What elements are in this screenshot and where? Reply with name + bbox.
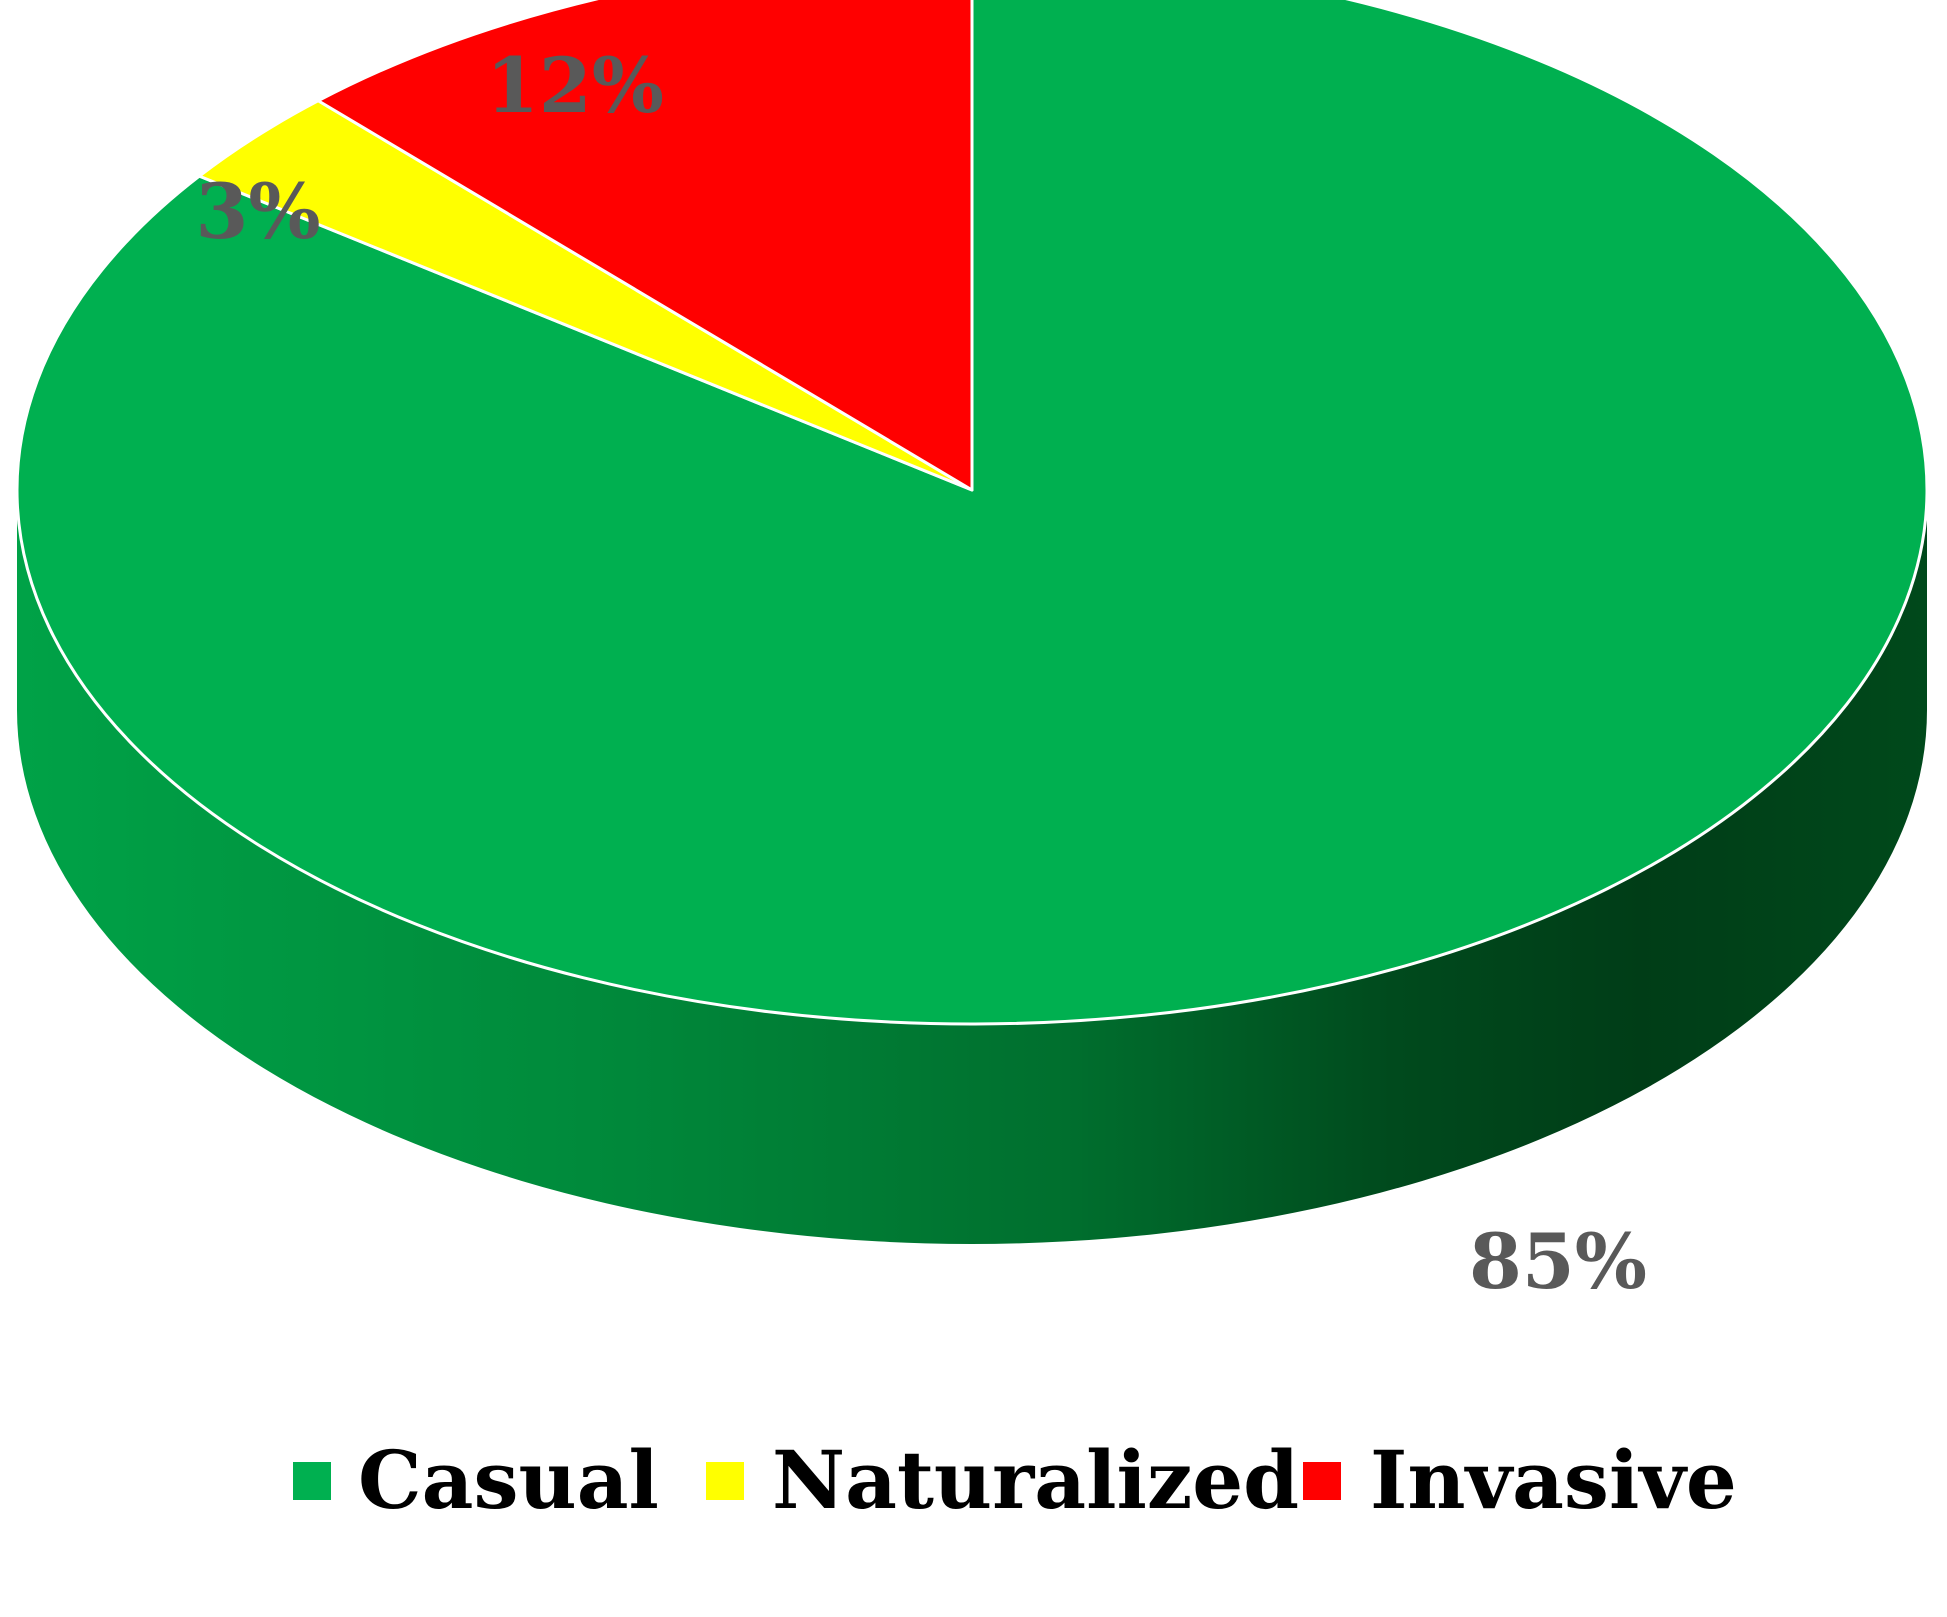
- legend-swatch-invasive: [1303, 1462, 1341, 1500]
- slice-label-invasive: 12%: [486, 41, 664, 130]
- pie-side: [17, 490, 1927, 1244]
- legend: Casual Naturalized Invasive: [293, 1433, 1737, 1527]
- pie-top: [15, 0, 1929, 1026]
- legend-item-invasive: Invasive: [1303, 1433, 1737, 1527]
- data-labels: 85% 3% 12%: [195, 41, 1647, 1306]
- slice-label-casual: 85%: [1469, 1217, 1647, 1306]
- slice-casual: [15, 0, 1929, 1026]
- slice-invasive: [316, 0, 974, 492]
- legend-item-casual: Casual: [293, 1433, 659, 1527]
- legend-swatch-casual: [293, 1462, 331, 1500]
- legend-item-naturalized: Naturalized: [706, 1433, 1299, 1527]
- legend-label-naturalized: Naturalized: [772, 1433, 1299, 1527]
- legend-label-casual: Casual: [358, 1433, 659, 1527]
- slice-label-naturalized: 3%: [195, 167, 320, 256]
- side-casual: [17, 490, 1927, 1244]
- legend-label-invasive: Invasive: [1370, 1433, 1737, 1527]
- legend-swatch-naturalized: [706, 1462, 744, 1500]
